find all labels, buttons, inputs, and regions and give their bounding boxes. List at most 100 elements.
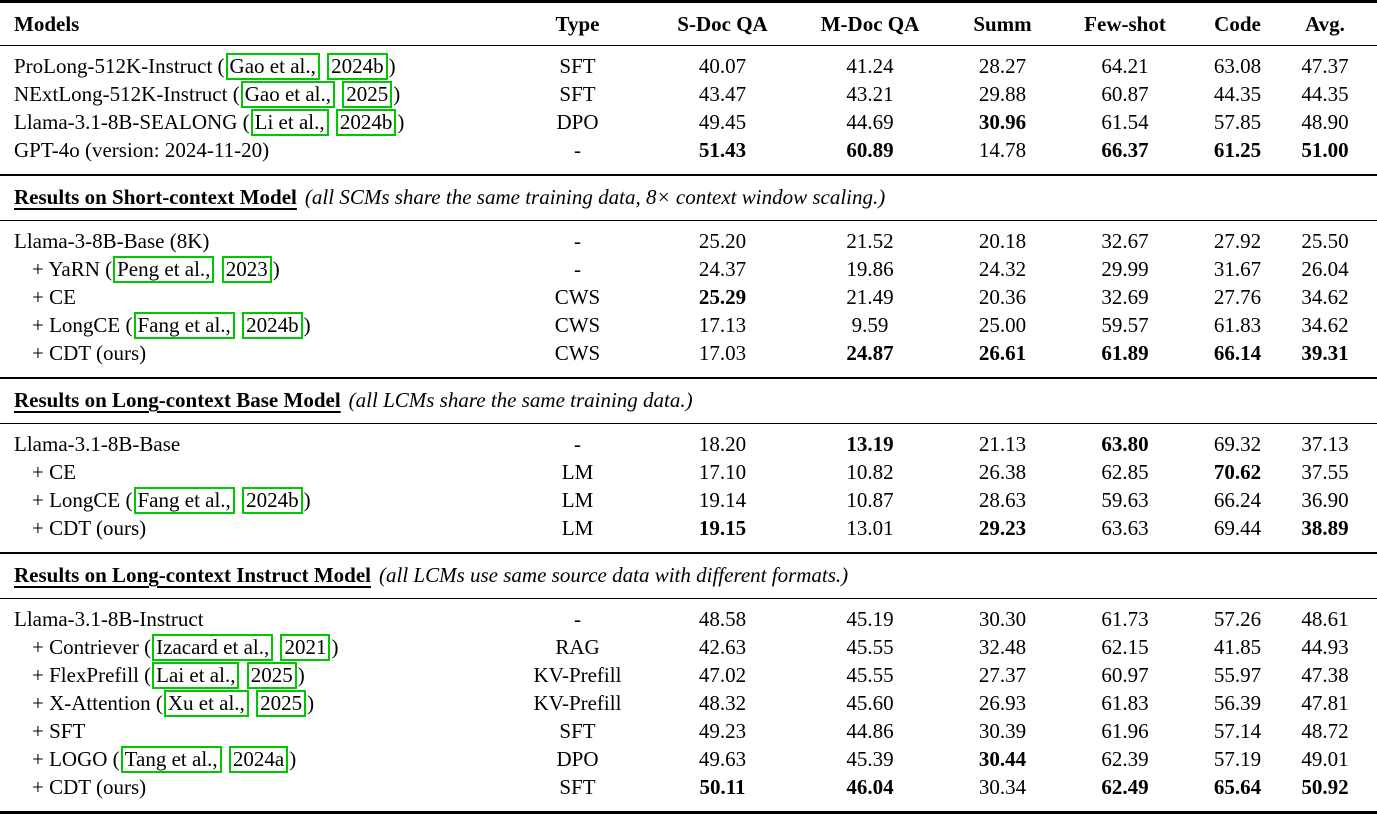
section-rows: ProLong-512K-Instruct (Gao et al., 2024b… xyxy=(0,46,1377,174)
citation-link[interactable]: 2025 xyxy=(256,689,307,717)
metric-value: 44.35 xyxy=(1213,81,1262,106)
metric-value: 61.83 xyxy=(1213,312,1262,337)
citation-link[interactable]: Lai et al., xyxy=(152,661,240,689)
type-cell: KV-Prefill xyxy=(533,690,622,715)
type-cell: - xyxy=(574,228,581,253)
type-cell: SFT xyxy=(559,774,596,799)
model-name-cell: + LongCE (Fang et al., 2024b) xyxy=(0,311,505,339)
metric-value: 44.69 xyxy=(846,109,894,134)
metric-value: 20.18 xyxy=(978,228,1027,253)
citation-link[interactable]: 2025 xyxy=(246,661,297,689)
citation-link[interactable]: Xu et al., xyxy=(163,689,249,717)
citation-link[interactable]: 2024b xyxy=(242,486,303,514)
citation-link[interactable]: 2021 xyxy=(280,633,331,661)
table-row: + Contriever (Izacard et al., 2021) RAG 42… xyxy=(0,633,1377,661)
metric-value: 32.67 xyxy=(1101,228,1149,253)
model-name-text: ) xyxy=(297,662,305,687)
model-name-text: ) xyxy=(331,634,339,659)
table-row: + FlexPrefill (Lai et al., 2025) KV-Prefi… xyxy=(0,661,1377,689)
model-name-text: Llama-3.1-8B-SEALONG ( xyxy=(14,109,250,134)
metric-value: 49.63 xyxy=(698,746,747,771)
metric-value: 40.07 xyxy=(698,53,747,78)
table-row: GPT-4o (version: 2024-11-20) - 51.43 60.89 1… xyxy=(0,136,1377,164)
section-rows: Llama-3-8B-Base (8K) - 25.20 21.52 20.18 32.6… xyxy=(0,221,1377,377)
metric-value: 59.63 xyxy=(1101,487,1149,512)
type-cell: SFT xyxy=(559,718,596,743)
citation-link[interactable]: 2024b xyxy=(335,108,397,136)
model-name-cell: Llama-3.1-8B-SEALONG (Li et al., 2024b) xyxy=(0,108,505,136)
table-rule xyxy=(0,219,1377,221)
type-cell: SFT xyxy=(559,81,596,106)
metric-value: 62.85 xyxy=(1101,459,1149,484)
model-name-text: + CE xyxy=(32,459,76,484)
column-header-type: Type xyxy=(555,12,600,36)
metric-value: 10.87 xyxy=(846,487,894,512)
citation-link[interactable]: 2024a xyxy=(228,745,289,773)
model-name-text: Llama-3-8B-Base (8K) xyxy=(14,228,210,253)
metric-value: 47.81 xyxy=(1301,690,1349,715)
metric-value: 56.39 xyxy=(1213,690,1262,715)
metric-value: 61.73 xyxy=(1101,606,1149,631)
model-name-text xyxy=(274,635,279,659)
metric-value: 60.97 xyxy=(1101,662,1149,687)
metric-value: 44.35 xyxy=(1301,81,1349,106)
citation-link[interactable]: 2024b xyxy=(327,52,388,80)
model-name-text xyxy=(223,747,228,771)
type-cell: LM xyxy=(561,515,594,540)
citation-link[interactable]: Fang et al., xyxy=(133,486,235,514)
metric-value: 43.21 xyxy=(846,81,894,106)
table-row: + LOGO (Tang et al., 2024a) DPO 49.63 45.39… xyxy=(0,745,1377,773)
metric-value: 32.48 xyxy=(978,634,1027,659)
metric-value: 51.00 xyxy=(1301,137,1349,162)
citation-link[interactable]: Peng et al., xyxy=(113,255,215,283)
section-header: Results on Long-context Instruct Model (a… xyxy=(0,554,1377,598)
model-name-text: ) xyxy=(393,81,401,106)
table-row: Llama-3.1-8B-Base - 18.20 13.19 21.13 63.80 69… xyxy=(0,430,1377,458)
metric-value: 41.24 xyxy=(846,53,894,78)
metric-value: 30.30 xyxy=(978,606,1027,631)
model-name-cell: Llama-3-8B-Base (8K) xyxy=(0,229,505,254)
metric-value: 39.31 xyxy=(1301,340,1349,365)
metric-value: 28.27 xyxy=(978,53,1027,78)
model-name-text: ) xyxy=(388,53,396,78)
model-name-text xyxy=(236,313,241,337)
model-name-text: + CE xyxy=(32,284,76,309)
model-name-text: + LongCE ( xyxy=(32,487,133,512)
metric-value: 63.80 xyxy=(1101,431,1149,456)
citation-link[interactable]: Izacard et al., xyxy=(152,633,274,661)
metric-value: 37.13 xyxy=(1301,431,1349,456)
type-cell: KV-Prefill xyxy=(533,662,622,687)
citation-link[interactable]: 2023 xyxy=(221,255,272,283)
citation-link[interactable]: Gao et al., xyxy=(240,80,335,108)
column-header-row: Models Type S-Doc QA M-Doc QA Summ Few-shot Co… xyxy=(0,3,1377,45)
metric-value: 48.61 xyxy=(1301,606,1349,631)
table-row: + SFT SFT 49.23 44.86 30.39 61.96 57.14 48.72 xyxy=(0,717,1377,745)
metric-value: 18.20 xyxy=(698,431,747,456)
type-cell: - xyxy=(574,606,581,631)
column-header-fewshot: Few-shot xyxy=(1084,12,1166,36)
column-header-summ: Summ xyxy=(973,12,1032,36)
model-name-text: + CDT (ours) xyxy=(32,774,147,799)
metric-value: 25.29 xyxy=(698,284,747,309)
column-header-avg: Avg. xyxy=(1305,12,1345,36)
type-cell: RAG xyxy=(555,634,600,659)
model-name-text: + SFT xyxy=(32,718,86,743)
citation-link[interactable]: Fang et al., xyxy=(133,311,235,339)
table-rule xyxy=(0,174,1377,176)
citation-link[interactable]: Li et al., xyxy=(250,108,329,136)
metric-value: 45.39 xyxy=(846,746,894,771)
model-name-cell: + LongCE (Fang et al., 2024b) xyxy=(0,486,505,514)
metric-value: 17.03 xyxy=(698,340,747,365)
citation-link[interactable]: 2024b xyxy=(242,311,303,339)
citation-link[interactable]: 2025 xyxy=(342,80,393,108)
citation-link[interactable]: Gao et al., xyxy=(225,52,320,80)
citation-link[interactable]: Tang et al., xyxy=(120,745,222,773)
model-name-cell: + CDT (ours) xyxy=(0,516,505,541)
metric-value: 63.63 xyxy=(1101,515,1149,540)
table-row: Llama-3-8B-Base (8K) - 25.20 21.52 20.18 32.6… xyxy=(0,227,1377,255)
table-row: ProLong-512K-Instruct (Gao et al., 2024b… xyxy=(0,52,1377,80)
metric-value: 30.39 xyxy=(978,718,1027,743)
metric-value: 57.19 xyxy=(1213,746,1262,771)
model-name-text: + FlexPrefill ( xyxy=(32,662,152,687)
type-cell: LM xyxy=(561,487,594,512)
